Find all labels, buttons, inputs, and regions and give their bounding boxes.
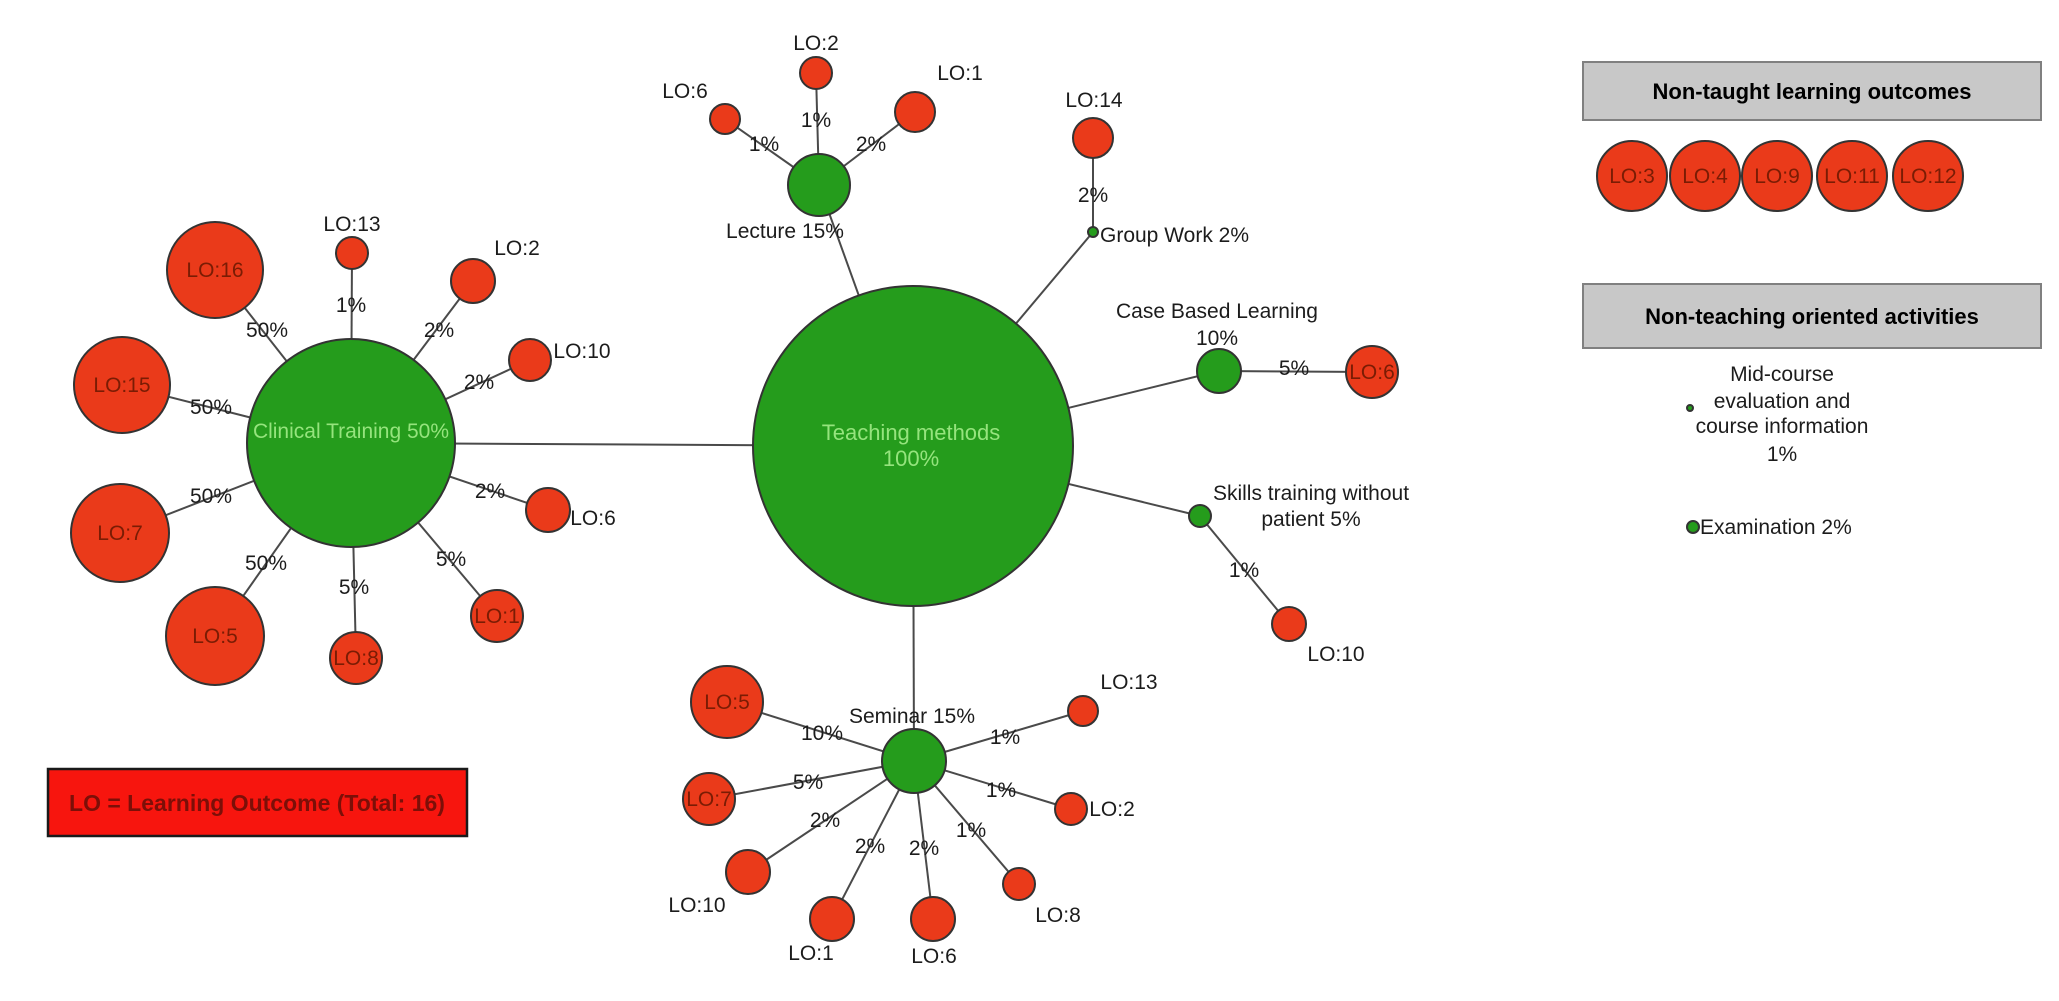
svg-text:5%: 5%	[793, 771, 823, 794]
svg-text:100%: 100%	[883, 446, 939, 471]
svg-text:Teaching methods: Teaching methods	[822, 420, 1001, 445]
svg-text:2%: 2%	[475, 480, 505, 503]
svg-text:LO:10: LO:10	[553, 340, 610, 363]
svg-text:LO:6: LO:6	[662, 80, 708, 103]
svg-text:1%: 1%	[749, 133, 779, 156]
svg-text:LO:10: LO:10	[668, 894, 725, 917]
svg-text:1%: 1%	[990, 726, 1020, 749]
svg-text:2%: 2%	[424, 319, 454, 342]
svg-text:LO:12: LO:12	[1899, 165, 1956, 188]
svg-text:LO:9: LO:9	[1754, 165, 1800, 188]
svg-text:LO:13: LO:13	[1100, 671, 1157, 694]
svg-text:Lecture 15%: Lecture 15%	[726, 220, 844, 243]
svg-text:1%: 1%	[986, 779, 1016, 802]
svg-text:1%: 1%	[1767, 443, 1797, 466]
svg-text:LO:2: LO:2	[494, 237, 540, 260]
svg-text:LO:6: LO:6	[911, 945, 957, 968]
svg-text:Non-teaching oriented activiti: Non-teaching oriented activities	[1645, 304, 1979, 329]
svg-text:LO:2: LO:2	[793, 32, 839, 55]
svg-text:LO:2: LO:2	[1089, 798, 1135, 821]
svg-text:Skills training without: Skills training without	[1213, 482, 1409, 505]
svg-text:5%: 5%	[339, 576, 369, 599]
svg-text:course information: course information	[1696, 415, 1869, 438]
svg-text:Non-taught learning outcomes: Non-taught learning outcomes	[1653, 79, 1972, 104]
svg-text:LO:6: LO:6	[1349, 361, 1395, 384]
svg-text:LO:15: LO:15	[93, 374, 150, 397]
svg-text:Mid-course: Mid-course	[1730, 363, 1834, 386]
svg-text:LO:5: LO:5	[704, 691, 750, 714]
svg-text:10%: 10%	[1196, 327, 1238, 350]
svg-text:LO:8: LO:8	[333, 647, 379, 670]
svg-text:LO:6: LO:6	[570, 507, 616, 530]
svg-text:LO = Learning Outcome (Total:: LO = Learning Outcome (Total: 16)	[69, 790, 445, 816]
svg-text:patient 5%: patient 5%	[1261, 508, 1360, 531]
svg-text:5%: 5%	[436, 548, 466, 571]
svg-text:1%: 1%	[801, 109, 831, 132]
svg-text:50%: 50%	[246, 319, 288, 342]
svg-text:LO:5: LO:5	[192, 625, 238, 648]
svg-text:50%: 50%	[245, 552, 287, 575]
svg-text:1%: 1%	[956, 819, 986, 842]
svg-text:Case Based Learning: Case Based Learning	[1116, 300, 1318, 323]
svg-text:Clinical Training 50%: Clinical Training 50%	[253, 420, 449, 443]
svg-text:2%: 2%	[856, 133, 886, 156]
svg-text:LO:3: LO:3	[1609, 165, 1655, 188]
svg-text:LO:1: LO:1	[937, 62, 983, 85]
svg-text:50%: 50%	[190, 485, 232, 508]
svg-text:LO:16: LO:16	[186, 259, 243, 282]
svg-text:2%: 2%	[909, 837, 939, 860]
svg-text:LO:8: LO:8	[1035, 904, 1081, 927]
svg-text:2%: 2%	[1078, 184, 1108, 207]
svg-text:LO:14: LO:14	[1065, 89, 1123, 112]
svg-text:Group Work 2%: Group Work 2%	[1100, 224, 1249, 247]
svg-text:LO:10: LO:10	[1307, 643, 1364, 666]
svg-text:LO:7: LO:7	[686, 788, 732, 811]
svg-text:5%: 5%	[1279, 357, 1309, 380]
svg-text:LO:7: LO:7	[97, 522, 143, 545]
svg-text:2%: 2%	[855, 835, 885, 858]
svg-text:10%: 10%	[801, 722, 843, 745]
svg-text:Seminar 15%: Seminar 15%	[849, 705, 975, 728]
svg-text:LO:13: LO:13	[323, 213, 380, 236]
svg-text:2%: 2%	[810, 809, 840, 832]
svg-text:LO:1: LO:1	[788, 942, 834, 965]
svg-text:LO:4: LO:4	[1682, 165, 1728, 188]
svg-text:evaluation and: evaluation and	[1714, 390, 1851, 413]
svg-text:1%: 1%	[1229, 559, 1259, 582]
svg-text:2%: 2%	[464, 371, 494, 394]
svg-text:LO:11: LO:11	[1824, 165, 1880, 188]
svg-text:LO:1: LO:1	[474, 605, 520, 628]
svg-text:Examination 2%: Examination 2%	[1700, 516, 1852, 539]
svg-text:50%: 50%	[190, 396, 232, 419]
svg-text:1%: 1%	[336, 294, 366, 317]
